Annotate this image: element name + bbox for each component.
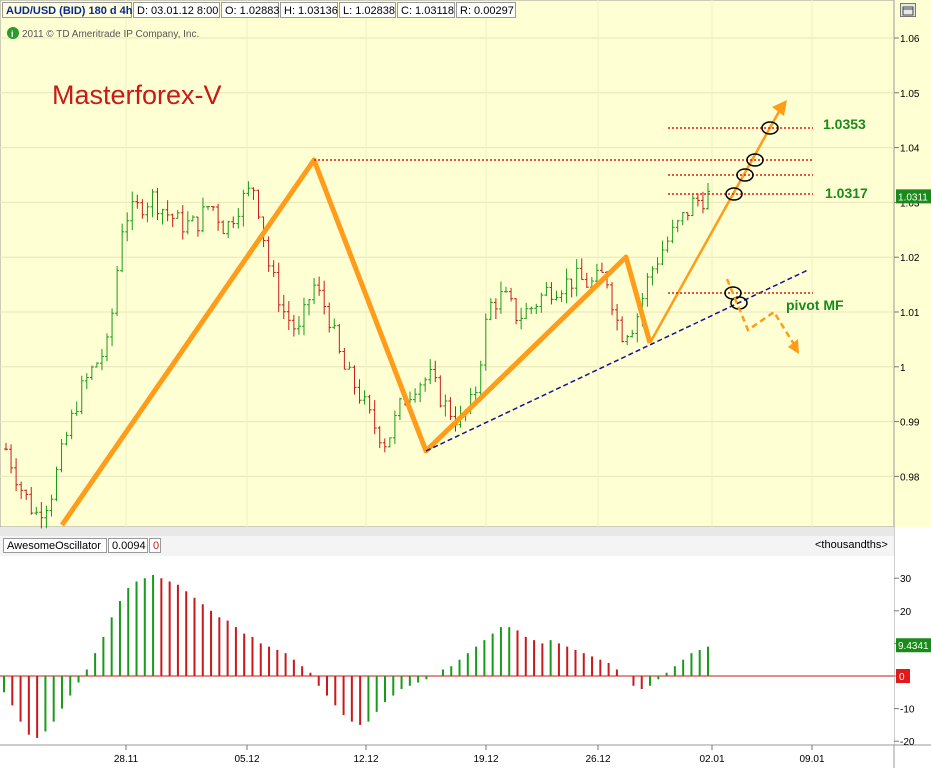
open-readout: O: 1.02883 <box>221 2 279 18</box>
price-tick-label: 1.03 <box>900 198 920 209</box>
osc-tick-label: 30 <box>900 574 912 585</box>
current-price-badge <box>896 189 931 204</box>
pivot-label: pivot MF <box>786 297 844 313</box>
price-tick-label: 1.06 <box>900 34 920 45</box>
oscillator-panel[interactable] <box>0 556 894 745</box>
date-tick-label: 28.11 <box>114 754 139 765</box>
price-axis[interactable] <box>894 0 931 527</box>
osc-tick-label: -10 <box>900 705 915 716</box>
window-menu-button[interactable] <box>900 3 916 17</box>
zero-badge-label: 0 <box>899 672 905 683</box>
current-osc-badge <box>896 638 931 653</box>
range-readout: R: 0.00297 <box>456 2 516 18</box>
oscillator-units: <thousandths> <box>815 539 888 551</box>
annotation-title: Masterforex-V <box>52 80 222 110</box>
price-panel[interactable] <box>0 0 894 527</box>
date-tick-label: 09.01 <box>799 754 824 765</box>
level-marker-circle <box>761 121 779 135</box>
level-marker-circle <box>725 187 743 201</box>
date-tick-label: 02.01 <box>699 754 724 765</box>
price-tick-label: 1.02 <box>900 253 920 264</box>
price-tick-label: 1 <box>900 363 906 374</box>
price-tick-label: 0.98 <box>900 472 920 483</box>
window-menu-icon <box>902 6 914 16</box>
date-tick-label: 05.12 <box>234 754 259 765</box>
current-price-label: 1.0311 <box>898 192 928 203</box>
price-tick-label: 1.04 <box>900 144 920 155</box>
oscillator-value: 0.0094 <box>108 538 148 553</box>
close-readout: C: 1.03118 <box>397 2 455 18</box>
date-tick-label: 26.12 <box>585 754 610 765</box>
support-trendline <box>425 269 809 452</box>
low-readout: L: 1.02838 <box>339 2 396 18</box>
high-readout: H: 1.03136 <box>280 2 338 18</box>
price-tick-label: 1.01 <box>900 308 920 319</box>
panel-splitter[interactable] <box>0 527 894 536</box>
date-tick-label: 12.12 <box>353 754 378 765</box>
zero-badge <box>896 669 910 683</box>
current-osc-label: 9.4341 <box>898 641 929 652</box>
projection-arrow-line <box>648 107 783 344</box>
projection-arrow-head <box>772 100 787 116</box>
date-tick-label: 19.12 <box>473 754 498 765</box>
oscillator-zero: 0 <box>149 538 161 553</box>
osc-tick-label: -20 <box>900 737 915 748</box>
date-readout: D: 03.01.12 8:00 <box>133 2 220 18</box>
oscillator-name[interactable]: AwesomeOscillator <box>3 538 107 553</box>
level-marker-circle <box>736 168 754 182</box>
info-icon[interactable] <box>7 27 19 39</box>
price-tick-label: 1.05 <box>900 89 920 100</box>
alternative-path-line <box>725 278 797 347</box>
level-label-lower: 1.0317 <box>825 185 868 201</box>
symbol-label[interactable]: AUD/USD (BID) 180 d 4h <box>2 2 133 18</box>
osc-tick-label: 20 <box>900 607 912 618</box>
alternative-path-arrow-head <box>788 339 799 354</box>
svg-text:i: i <box>11 29 14 39</box>
price-tick-label: 0.99 <box>900 418 920 429</box>
level-label-upper: 1.0353 <box>823 116 866 132</box>
copyright-text: 2011 © TD Ameritrade IP Company, Inc. <box>22 29 199 40</box>
level-marker-circle <box>746 153 764 167</box>
